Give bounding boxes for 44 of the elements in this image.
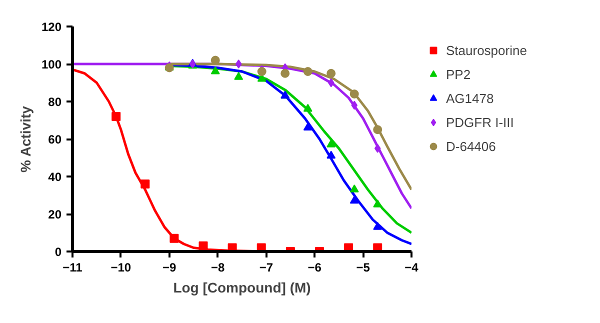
x-axis-title: Log [Compound] (M): [173, 280, 311, 296]
point: [303, 122, 312, 131]
point: [326, 68, 336, 78]
point: [373, 222, 382, 230]
x-tick-label: −6: [308, 260, 322, 274]
x-tick-label: −10: [110, 260, 132, 274]
legend-label: D-64406: [446, 138, 496, 154]
point: [373, 125, 382, 134]
point: [303, 67, 312, 76]
point: [303, 104, 312, 112]
y-tick-label: 60: [48, 132, 62, 146]
y-tick-label: 100: [41, 58, 62, 72]
x-tick-label: −5: [356, 260, 370, 274]
point: [328, 78, 334, 88]
point: [374, 144, 381, 153]
y-axis-title: % Activity: [17, 106, 34, 172]
point: [112, 112, 121, 121]
y-tick-label: 80: [48, 95, 62, 109]
point: [350, 184, 359, 192]
y-tick-label: 120: [41, 20, 62, 34]
point: [326, 150, 336, 159]
point: [350, 90, 359, 98]
point: [351, 100, 358, 110]
point: [235, 60, 242, 68]
point: [280, 68, 290, 78]
legend-label: PDGFR I-III: [446, 114, 514, 130]
y-tick-label: 0: [54, 245, 62, 259]
x-tick-label: −9: [162, 260, 177, 274]
legend-label: Staurosporine: [446, 42, 527, 58]
point: [198, 241, 208, 250]
x-tick-label: −11: [62, 260, 83, 274]
legend-label: AG1478: [446, 90, 494, 106]
point: [140, 180, 150, 188]
y-tick-label: 20: [48, 208, 62, 222]
point: [210, 66, 220, 74]
point: [326, 140, 336, 148]
point: [350, 196, 359, 204]
x-tick-label: −7: [259, 260, 274, 274]
x-tick-label: −8: [210, 260, 225, 274]
point: [234, 72, 244, 80]
legend-label: PP2: [446, 66, 471, 82]
point: [170, 234, 179, 243]
x-tick-label: −4: [404, 260, 419, 274]
y-tick-label: 40: [48, 170, 62, 184]
